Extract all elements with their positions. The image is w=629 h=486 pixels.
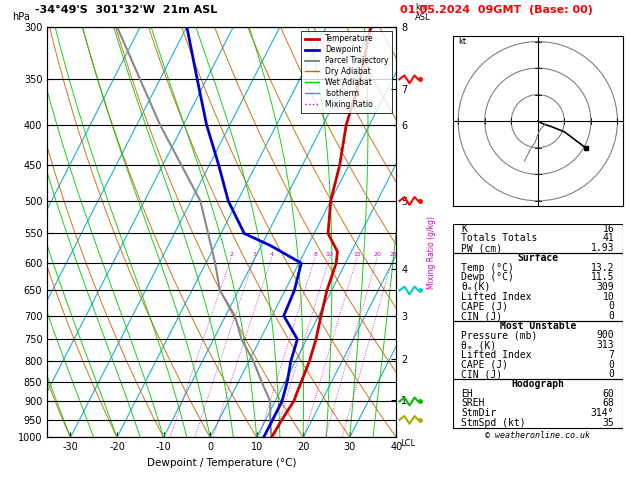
Text: hPa: hPa: [13, 12, 30, 22]
Text: 15: 15: [353, 252, 361, 258]
Text: 3: 3: [253, 252, 257, 258]
Text: 309: 309: [596, 282, 615, 292]
Text: Temp (°C): Temp (°C): [462, 262, 515, 273]
Text: Lifted Index: Lifted Index: [462, 350, 532, 360]
Text: EH: EH: [462, 389, 473, 399]
Text: Surface: Surface: [517, 253, 559, 263]
Text: 10: 10: [326, 252, 333, 258]
Text: Pressure (mb): Pressure (mb): [462, 330, 538, 341]
Text: 0: 0: [608, 360, 615, 369]
Text: 2: 2: [230, 252, 233, 258]
Text: 8: 8: [313, 252, 317, 258]
Text: 0: 0: [608, 301, 615, 312]
Text: 10: 10: [603, 292, 615, 302]
Text: CIN (J): CIN (J): [462, 369, 503, 379]
Text: θₑ(K): θₑ(K): [462, 282, 491, 292]
Text: kt: kt: [458, 37, 466, 46]
Text: 314°: 314°: [591, 408, 615, 418]
Text: LCL: LCL: [400, 439, 415, 449]
Text: 35: 35: [603, 418, 615, 428]
Text: 20: 20: [373, 252, 381, 258]
Text: Lifted Index: Lifted Index: [462, 292, 532, 302]
Text: CAPE (J): CAPE (J): [462, 301, 508, 312]
Text: StmDir: StmDir: [462, 408, 497, 418]
Text: θₑ (K): θₑ (K): [462, 340, 497, 350]
Text: 41: 41: [603, 233, 615, 243]
Text: Mixing Ratio (g/kg): Mixing Ratio (g/kg): [426, 216, 436, 289]
Text: 13.2: 13.2: [591, 262, 615, 273]
Text: K: K: [462, 224, 467, 234]
Text: Most Unstable: Most Unstable: [499, 321, 576, 331]
Text: CAPE (J): CAPE (J): [462, 360, 508, 369]
Text: 900: 900: [596, 330, 615, 341]
Text: StmSpd (kt): StmSpd (kt): [462, 418, 526, 428]
Text: 25: 25: [389, 252, 397, 258]
Text: 0: 0: [608, 311, 615, 321]
Text: -34°49'S  301°32'W  21m ASL: -34°49'S 301°32'W 21m ASL: [35, 4, 217, 15]
Text: Dewp (°C): Dewp (°C): [462, 272, 515, 282]
Text: 68: 68: [603, 399, 615, 408]
Legend: Temperature, Dewpoint, Parcel Trajectory, Dry Adiabat, Wet Adiabat, Isotherm, Mi: Temperature, Dewpoint, Parcel Trajectory…: [301, 31, 392, 113]
Text: 16: 16: [603, 224, 615, 234]
Text: 60: 60: [603, 389, 615, 399]
Text: 313: 313: [596, 340, 615, 350]
Text: 4: 4: [270, 252, 274, 258]
Text: 1.93: 1.93: [591, 243, 615, 253]
Text: © weatheronline.co.uk: © weatheronline.co.uk: [486, 431, 590, 440]
Text: SREH: SREH: [462, 399, 485, 408]
Text: km
ASL: km ASL: [415, 3, 431, 22]
Text: 7: 7: [608, 350, 615, 360]
Text: CIN (J): CIN (J): [462, 311, 503, 321]
Text: 0: 0: [608, 369, 615, 379]
Text: Totals Totals: Totals Totals: [462, 233, 538, 243]
Text: PW (cm): PW (cm): [462, 243, 503, 253]
X-axis label: Dewpoint / Temperature (°C): Dewpoint / Temperature (°C): [147, 458, 296, 468]
Text: Hodograph: Hodograph: [511, 379, 564, 389]
Text: 11.5: 11.5: [591, 272, 615, 282]
Text: 01.05.2024  09GMT  (Base: 00): 01.05.2024 09GMT (Base: 00): [401, 4, 593, 15]
